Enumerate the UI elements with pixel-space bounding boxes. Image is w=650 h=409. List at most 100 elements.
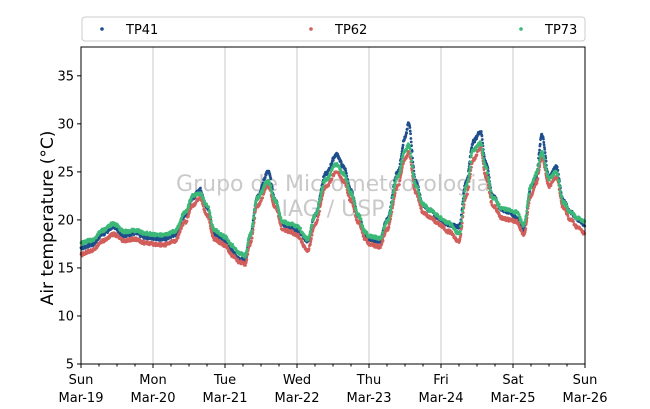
data-point [251,220,255,224]
data-point [321,184,325,188]
vertical-gridlines [152,47,514,364]
data-point [409,155,413,158]
data-point [275,200,279,204]
data-point [475,153,479,157]
data-point [346,183,350,187]
data-point [310,225,314,229]
data-point [299,226,302,230]
data-point [543,147,547,151]
y-tick-label: 15 [57,261,74,276]
y-tick-label: 25 [57,165,74,180]
data-point [208,211,212,215]
data-point [482,168,486,172]
data-point [263,175,267,179]
data-point [394,180,397,184]
watermark-line-2: IAG / USP [282,197,385,222]
x-tick-day-label: Wed [283,373,311,388]
data-point [517,213,521,216]
data-point [467,177,470,181]
data-point [389,210,392,214]
data-point [410,159,414,163]
data-point [525,213,528,217]
data-point [308,233,312,237]
data-point [391,196,395,200]
x-tick-day-label: Sun [69,373,94,388]
data-point [409,132,412,136]
data-point [488,185,492,189]
data-point [400,160,404,163]
data-point [209,216,213,220]
data-point [245,258,249,261]
data-point [547,178,551,182]
data-point [392,188,396,192]
data-point [525,209,529,213]
data-point [405,131,409,135]
data-point [344,169,348,173]
data-point [279,224,283,228]
data-point [181,223,185,227]
data-point [560,195,564,199]
data-point [526,203,529,207]
data-point [517,222,521,226]
data-point [409,151,413,155]
data-point [175,239,178,243]
data-point [342,170,346,174]
data-point [547,186,551,190]
data-point [535,181,539,185]
data-point [245,248,249,251]
data-point [361,224,365,228]
data-point [352,198,356,202]
x-tick-date-label: Mar-23 [347,391,392,406]
data-point [365,231,369,235]
data-point [331,158,335,162]
y-tick-label: 20 [57,213,74,228]
data-point [296,232,300,236]
data-point [309,243,312,246]
data-point [358,214,362,218]
data-point [411,165,414,169]
data-point [497,203,501,206]
data-point [203,209,207,213]
data-point [399,164,403,168]
data-point [339,160,343,164]
data-point [555,165,559,169]
data-point [460,219,464,223]
data-point [244,263,247,267]
data-point [250,236,254,240]
data-point [277,209,281,213]
data-point [244,253,248,257]
data-point [409,140,413,144]
x-tick-day-label: Thu [356,373,381,388]
data-point [529,186,533,190]
data-point [246,239,250,242]
legend-marker-tp73 [519,27,523,31]
data-point [227,239,231,243]
x-tick-date-label: Mar-24 [419,391,464,406]
y-tick-label: 5 [66,358,74,373]
data-point [253,208,257,212]
data-point [379,246,382,250]
data-point [205,202,209,206]
data-point [405,146,409,150]
data-point [225,244,229,247]
data-point [557,180,561,184]
data-series [79,121,587,267]
data-point [339,168,343,171]
data-point [387,218,391,222]
data-point [536,168,540,171]
x-tick-day-label: Sat [502,373,523,388]
plot-area [81,47,585,364]
data-point [405,127,409,131]
data-point [276,207,280,210]
data-point [458,229,462,233]
data-point [428,214,431,218]
data-point [316,218,320,222]
data-point [401,143,405,147]
data-point [365,237,369,241]
data-point [309,230,313,233]
data-point [187,203,191,207]
legend-label-tp62: TP62 [334,23,367,38]
data-point [381,230,385,234]
data-point [383,232,387,236]
data-point [545,171,549,175]
